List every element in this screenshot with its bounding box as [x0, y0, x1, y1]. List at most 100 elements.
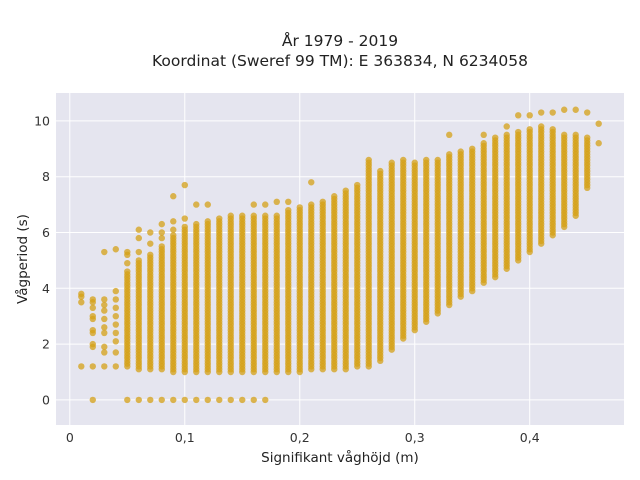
data-point	[101, 343, 108, 351]
data-point	[239, 212, 246, 219]
data-point	[480, 140, 487, 147]
data-point	[250, 396, 257, 404]
data-point	[89, 326, 96, 334]
data-point	[342, 187, 349, 194]
data-point	[135, 226, 142, 233]
data-point	[89, 396, 96, 404]
data-point	[423, 156, 430, 164]
data-point	[170, 193, 177, 200]
data-point	[572, 106, 579, 113]
data-point	[112, 246, 119, 253]
data-point	[595, 140, 602, 147]
data-point	[262, 396, 269, 404]
x-tick-label: 0,4	[520, 430, 540, 445]
data-point	[101, 315, 108, 323]
data-point	[101, 363, 108, 370]
data-point	[193, 220, 200, 228]
data-point	[135, 257, 142, 264]
data-point	[239, 396, 246, 404]
data-point	[446, 151, 453, 158]
x-tick-label: 0,3	[405, 430, 425, 445]
data-point	[549, 126, 556, 133]
data-point	[181, 181, 188, 189]
y-tick-label: 0	[42, 392, 50, 407]
data-point	[411, 159, 418, 166]
data-point	[78, 299, 85, 306]
data-point	[89, 363, 96, 370]
data-point	[101, 307, 108, 314]
y-axis-ticks: 0 2 4 6 8 10	[34, 113, 50, 407]
data-point	[480, 131, 487, 139]
data-point	[101, 301, 108, 309]
x-tick-label: 0,1	[175, 430, 195, 445]
data-point	[112, 321, 119, 328]
data-point	[89, 340, 96, 348]
data-point	[515, 128, 522, 136]
data-point	[147, 251, 154, 259]
data-point	[181, 223, 188, 231]
data-point	[89, 296, 96, 303]
data-point	[135, 248, 142, 256]
data-point	[388, 159, 395, 166]
data-point	[296, 204, 303, 211]
data-point	[250, 201, 257, 208]
data-point	[285, 206, 292, 214]
data-point	[285, 198, 292, 206]
data-point	[515, 112, 522, 119]
data-point	[538, 123, 545, 130]
data-point	[216, 215, 223, 222]
data-point	[101, 329, 108, 337]
data-point	[572, 131, 579, 139]
data-point	[158, 234, 165, 242]
data-point	[193, 396, 200, 404]
data-point	[101, 296, 108, 303]
data-point	[124, 268, 131, 275]
data-point	[193, 201, 200, 208]
data-point	[181, 396, 188, 404]
y-tick-label: 4	[42, 281, 50, 296]
data-point	[469, 145, 476, 152]
data-point	[492, 134, 499, 141]
data-point	[170, 232, 177, 239]
data-point	[147, 240, 154, 247]
data-point	[112, 296, 119, 303]
data-points	[78, 106, 602, 404]
data-point	[101, 324, 108, 331]
data-point	[262, 212, 269, 219]
data-point	[584, 109, 591, 116]
data-point	[227, 396, 234, 404]
data-point	[112, 312, 119, 320]
data-point	[319, 198, 326, 206]
data-point	[561, 106, 568, 113]
data-point	[158, 243, 165, 250]
data-point	[147, 396, 154, 404]
data-point	[400, 156, 407, 164]
data-point	[181, 215, 188, 222]
data-point	[250, 212, 257, 219]
data-point	[204, 396, 211, 404]
data-point	[124, 396, 131, 404]
data-point	[89, 304, 96, 312]
chart-title-line-2: Koordinat (Sweref 99 TM): E 363834, N 62…	[152, 52, 528, 70]
data-point	[170, 218, 177, 225]
data-point	[170, 226, 177, 233]
y-tick-label: 8	[42, 169, 50, 184]
x-axis-title: Signifikant våghöjd (m)	[261, 449, 419, 466]
data-point	[204, 218, 211, 225]
data-point	[308, 201, 315, 208]
data-point	[549, 109, 556, 116]
data-point	[112, 338, 119, 345]
y-tick-label: 10	[34, 113, 50, 128]
data-point	[78, 290, 85, 298]
data-point	[124, 259, 131, 267]
y-axis-title: Vågperiod (s)	[14, 214, 31, 304]
y-tick-label: 6	[42, 225, 50, 240]
data-point	[308, 179, 315, 186]
data-point	[147, 229, 154, 236]
data-point	[135, 234, 142, 242]
data-point	[526, 112, 533, 119]
data-point	[158, 229, 165, 236]
data-point	[216, 396, 223, 404]
data-point	[377, 167, 384, 175]
